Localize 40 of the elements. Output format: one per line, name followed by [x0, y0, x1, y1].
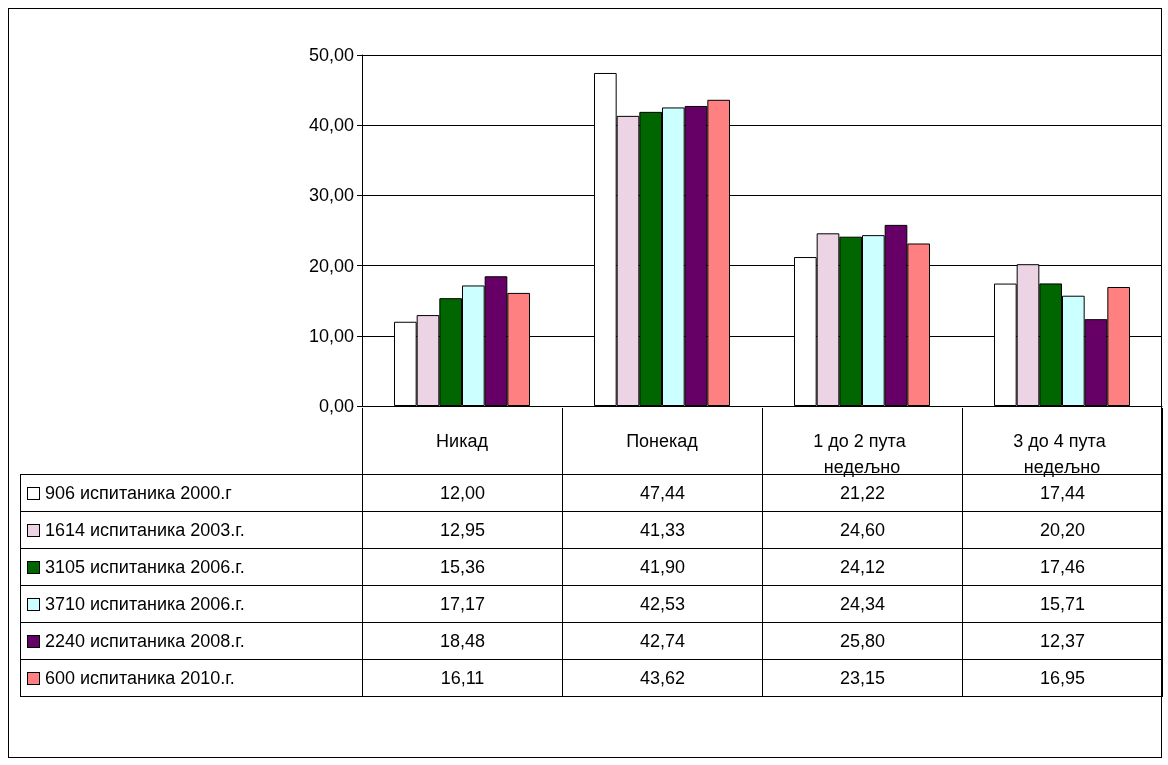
x-tick-label: Никад [436, 431, 489, 451]
x-tick-label: 1 до 2 пута недељно [813, 431, 911, 477]
data-label: 25,80 [762, 622, 963, 660]
data-label: 47,44 [562, 474, 763, 512]
y-tick-label: 20,00 [308, 255, 354, 276]
data-label: 42,74 [562, 622, 763, 660]
data-label: 18,48 [362, 622, 563, 660]
data-label: 17,44 [1039, 482, 1086, 503]
data-label: 41,90 [562, 548, 763, 586]
x-tick-label: 3 до 4 пута недељно [1013, 431, 1111, 477]
data-label: 17,17 [362, 585, 563, 623]
y-tick-label: 40,00 [308, 115, 354, 136]
data-label: 24,12 [762, 548, 963, 586]
legend-label: 3710 испитаника 2006.г. [20, 585, 363, 623]
x-tick-label: Понекад [626, 431, 699, 451]
data-label: 21,22 [839, 482, 886, 503]
data-label: 24,60 [762, 511, 963, 549]
y-tick-label: 0,00 [318, 396, 354, 416]
y-tick-label: 10,00 [308, 325, 354, 346]
legend-label: 3105 испитаника 2006.г. [20, 548, 363, 586]
data-label: 15,36 [362, 548, 563, 586]
data-label: 24,34 [762, 585, 963, 623]
data-label: 23,15 [762, 659, 963, 697]
data-label: 12,00 [362, 474, 563, 512]
data-label: 43,62 [562, 659, 763, 697]
data-label: 42,53 [562, 585, 763, 623]
data-label: 41,33 [562, 511, 763, 549]
data-label: 20,20 [962, 511, 1163, 549]
data-label: 17,46 [962, 548, 1163, 586]
data-label: 12,37 [962, 622, 1163, 660]
legend-label: 600 испитаника 2010.г. [20, 659, 363, 697]
y-tick-label: 50,00 [308, 45, 354, 65]
legend-label: 1614 испитаника 2003.г. [20, 511, 363, 549]
data-label: 12,95 [362, 511, 563, 549]
legend-label: 2240 испитаника 2008.г. [20, 622, 363, 660]
legend-label: 906 испитаника 2000.г [20, 474, 363, 512]
data-label: 16,95 [962, 659, 1163, 697]
y-tick-label: 30,00 [308, 185, 354, 206]
data-label: 15,71 [962, 585, 1163, 623]
data-label: 16,11 [362, 659, 563, 697]
